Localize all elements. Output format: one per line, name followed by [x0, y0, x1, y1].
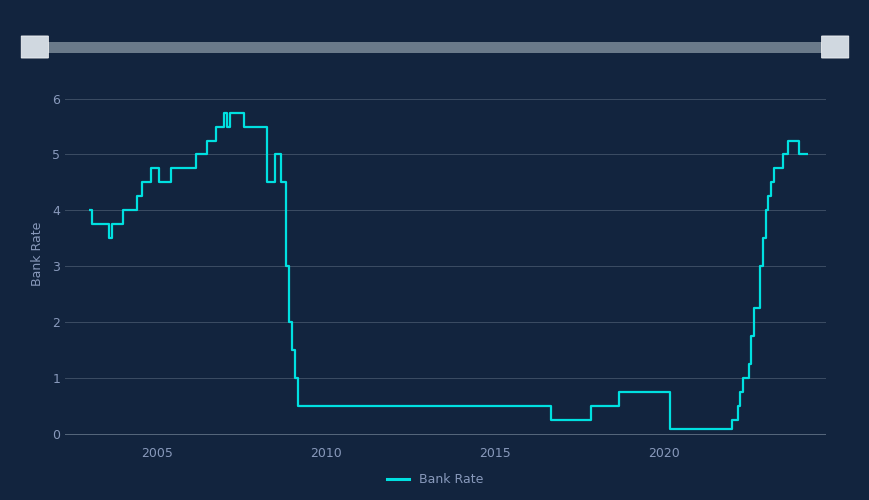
Y-axis label: Bank Rate: Bank Rate	[31, 222, 44, 286]
Legend: Bank Rate: Bank Rate	[381, 468, 488, 491]
FancyBboxPatch shape	[21, 36, 49, 58]
FancyBboxPatch shape	[820, 36, 848, 58]
